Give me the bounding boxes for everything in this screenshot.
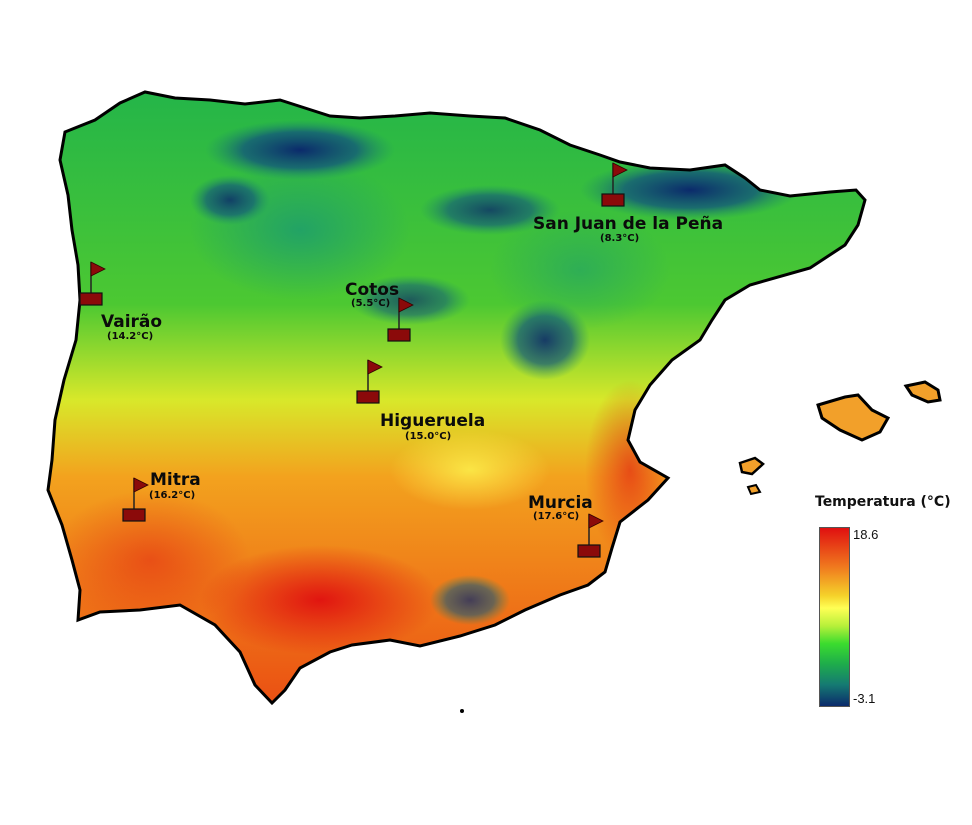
station-temp-cotos: (5.5°C)	[351, 298, 391, 309]
station-name-mitra: Mitra	[150, 470, 201, 490]
temperature-field	[48, 92, 865, 703]
station-temp-vairao: (14.2°C)	[107, 331, 154, 342]
station-temp-mitra: (16.2°C)	[149, 490, 196, 501]
station-flag-sanjuan	[601, 162, 628, 207]
station-flag-cotos	[387, 297, 414, 342]
station-name-vairao: Vairão	[101, 312, 163, 332]
station-flag-vairao	[79, 261, 106, 306]
station-name-higueruela: Higueruela	[380, 411, 486, 431]
station-flag-mitra	[122, 477, 149, 522]
balearic-islands	[738, 380, 942, 496]
legend-min-label: -3.1	[853, 691, 876, 706]
station-name-murcia: Murcia	[528, 493, 593, 513]
legend-title: Temperatura (°C)	[815, 494, 951, 510]
legend-color-bar	[819, 527, 850, 707]
station-flag-murcia	[577, 513, 604, 558]
station-name-san-juan: San Juan de la Peña	[533, 214, 724, 234]
legend-max-label: 18.6	[853, 527, 879, 542]
station-temp-san-juan: (8.3°C)	[600, 233, 640, 244]
islet-dot	[460, 709, 464, 713]
station-temp-higueruela: (15.0°C)	[405, 431, 452, 442]
station-temp-murcia: (17.6°C)	[533, 511, 580, 522]
station-name-cotos: Cotos	[345, 280, 400, 300]
station-flag-higueruela	[356, 359, 383, 404]
